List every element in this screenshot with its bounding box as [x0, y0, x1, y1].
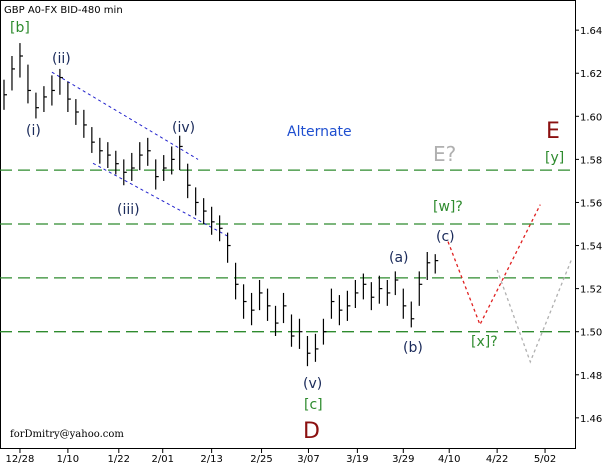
annotation: [c] [304, 397, 323, 413]
y-tick-label: 1.60 [580, 112, 602, 123]
x-tick-label: 1/22 [108, 454, 130, 465]
y-tick-label: 1.52 [580, 285, 602, 296]
y-tick-label: 1.62 [580, 69, 602, 80]
annotation: [w]? [433, 199, 463, 215]
footer: forDmitry@yahoo.com [10, 429, 124, 440]
x-tick-label: 2/13 [200, 454, 222, 465]
x-tick-label: 3/19 [346, 454, 368, 465]
projection-path [496, 257, 573, 364]
annotation: (c) [436, 229, 455, 245]
y-tick-label: 1.64 [580, 26, 602, 37]
annotation: (a) [389, 250, 409, 266]
plot [0, 43, 575, 367]
annotation: [b] [10, 20, 30, 36]
annotation: Alternate [287, 124, 352, 140]
x-tick-label: 2/01 [151, 454, 173, 465]
annotation: E [546, 119, 560, 144]
y-tick-label: 1.50 [580, 328, 602, 339]
x-tick-label: 12/28 [6, 454, 35, 465]
chart-title: GBP A0-FX BID-480 min [4, 5, 123, 16]
channel-line [51, 71, 199, 160]
annotation: E? [433, 142, 456, 166]
x-tick-label: 4/10 [438, 454, 460, 465]
channel-line [92, 162, 229, 237]
annotation: (i) [26, 123, 41, 139]
annotation: (v) [303, 376, 322, 392]
y-tick-label: 1.48 [580, 371, 602, 382]
y-tick-label: 1.58 [580, 155, 602, 166]
annotation: (iii) [117, 202, 140, 218]
x-tick-label: 3/29 [392, 454, 414, 465]
y-tick-label: 1.56 [580, 198, 602, 209]
annotation: [x]? [471, 334, 498, 350]
annotation: (ii) [52, 51, 71, 67]
annotation: (b) [403, 340, 423, 356]
x-tick-label: 2/25 [250, 454, 272, 465]
x-tick-label: 4/22 [486, 454, 508, 465]
y-tick-label: 1.54 [580, 242, 602, 253]
x-tick-label: 5/02 [534, 454, 556, 465]
x-tick-label: 1/10 [57, 454, 79, 465]
annotation: D [303, 419, 320, 444]
annotation: [y] [545, 150, 564, 166]
y-tick-label: 1.46 [580, 414, 602, 425]
annotation: (iv) [172, 120, 195, 136]
x-tick-label: 3/07 [297, 454, 319, 465]
